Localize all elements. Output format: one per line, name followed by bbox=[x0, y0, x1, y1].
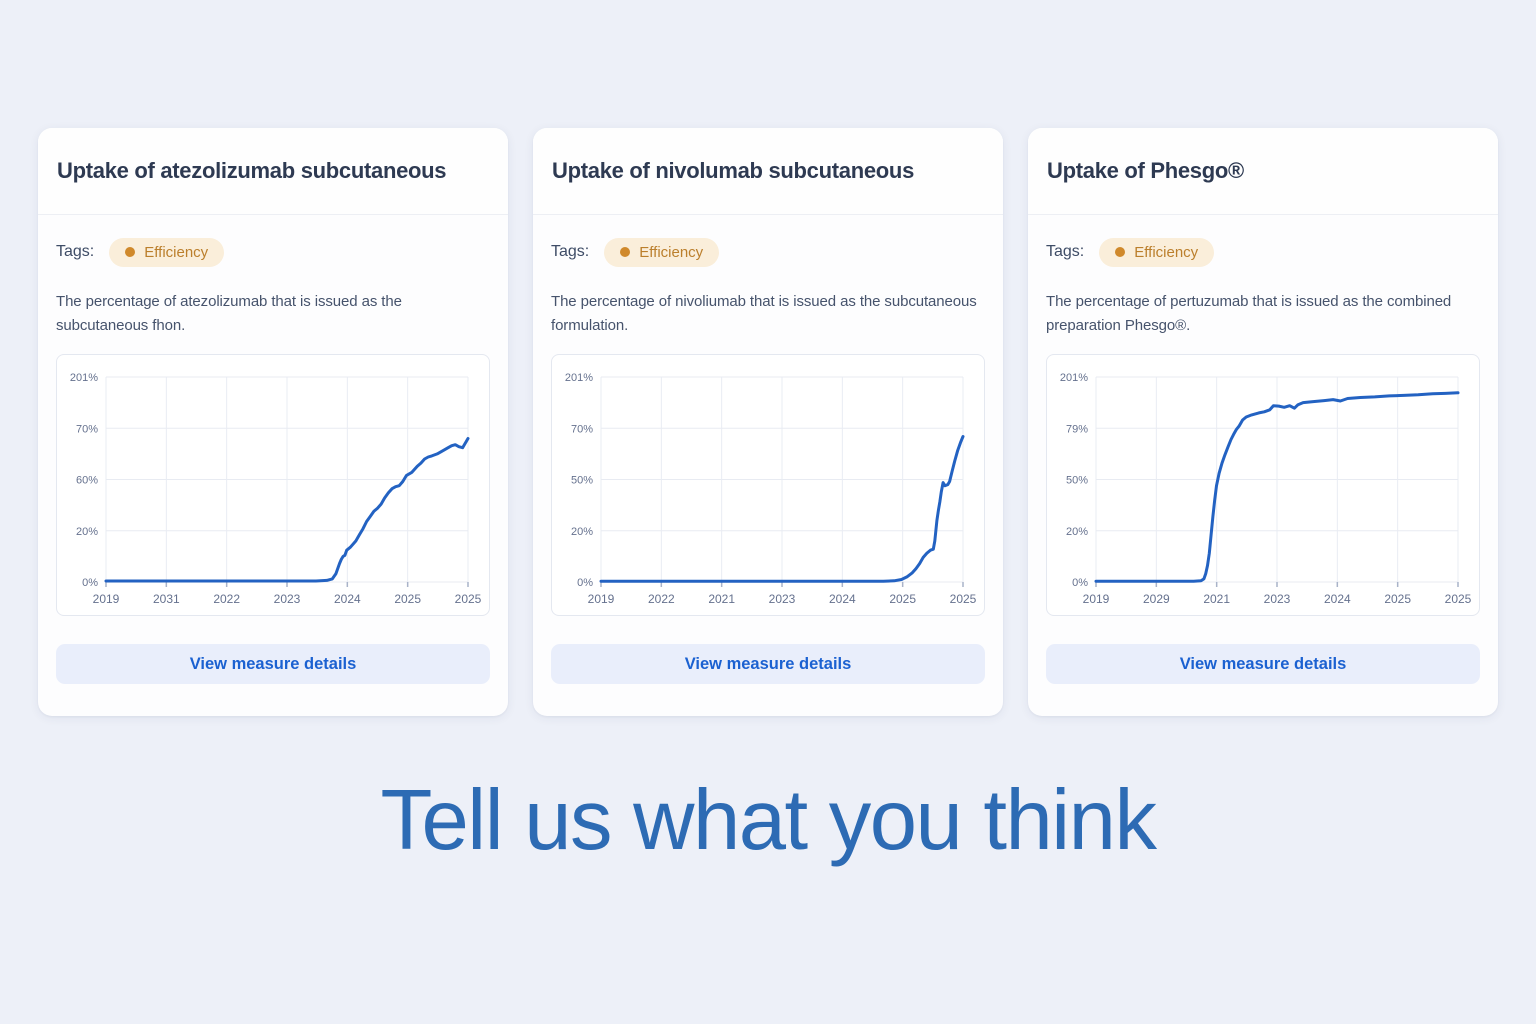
card-body: Tags: Efficiency The percentage of nivol… bbox=[533, 237, 1003, 684]
svg-text:0%: 0% bbox=[82, 577, 98, 589]
svg-text:2024: 2024 bbox=[334, 592, 361, 606]
view-measure-details-button[interactable]: View measure details bbox=[1046, 644, 1480, 684]
view-measure-details-button[interactable]: View measure details bbox=[56, 644, 490, 684]
tag-label: Efficiency bbox=[144, 243, 209, 261]
svg-text:2023: 2023 bbox=[769, 592, 796, 606]
chart-container: 201% 70% 50% 20% 0% 2019 2022 2021 2023 2024 2025 2… bbox=[551, 354, 985, 616]
tags-row: Tags: Efficiency bbox=[56, 237, 490, 267]
tag-efficiency[interactable]: Efficiency bbox=[604, 237, 720, 267]
tag-dot-icon bbox=[1115, 247, 1126, 257]
svg-text:2025: 2025 bbox=[889, 592, 916, 606]
view-measure-details-button[interactable]: View measure details bbox=[551, 644, 985, 684]
svg-text:0%: 0% bbox=[577, 577, 593, 589]
svg-text:2024: 2024 bbox=[829, 592, 856, 606]
svg-text:2031: 2031 bbox=[153, 592, 180, 606]
svg-text:20%: 20% bbox=[1066, 526, 1088, 538]
card-header: Uptake of atezolizumab subcutaneous bbox=[38, 128, 508, 215]
svg-text:2025: 2025 bbox=[455, 592, 482, 606]
tag-label: Efficiency bbox=[639, 243, 704, 261]
svg-text:201%: 201% bbox=[565, 372, 593, 384]
tags-row: Tags: Efficiency bbox=[551, 237, 985, 267]
svg-text:20%: 20% bbox=[76, 526, 98, 538]
svg-text:2025: 2025 bbox=[1384, 592, 1411, 606]
card-header: Uptake of Phesgo® bbox=[1028, 128, 1498, 215]
card-body: Tags: Efficiency The percentage of atezo… bbox=[38, 237, 508, 684]
svg-text:60%: 60% bbox=[76, 475, 98, 487]
svg-text:2023: 2023 bbox=[274, 592, 301, 606]
svg-text:2023: 2023 bbox=[1264, 592, 1291, 606]
svg-text:50%: 50% bbox=[1066, 475, 1088, 487]
svg-text:2021: 2021 bbox=[1203, 592, 1230, 606]
chart-container: 201% 79% 50% 20% 0% 2019 2029 2021 2023 2024 2025 2… bbox=[1046, 354, 1480, 616]
tag-dot-icon bbox=[620, 247, 631, 257]
feedback-headline: Tell us what you think bbox=[380, 773, 1157, 868]
measure-title: Uptake of Phesgo® bbox=[1047, 158, 1244, 183]
tags-label: Tags: bbox=[551, 243, 590, 260]
tags-row: Tags: Efficiency bbox=[1046, 237, 1480, 267]
tag-dot-icon bbox=[125, 247, 136, 257]
svg-text:2025: 2025 bbox=[1445, 592, 1472, 606]
tags-label: Tags: bbox=[1046, 243, 1085, 260]
svg-text:20%: 20% bbox=[571, 526, 593, 538]
card-body: Tags: Efficiency The percentage of pertu… bbox=[1028, 237, 1498, 684]
svg-text:201%: 201% bbox=[70, 372, 98, 384]
measure-cards-row: Uptake of atezolizumab subcutaneous Tags… bbox=[38, 128, 1498, 716]
svg-text:70%: 70% bbox=[571, 423, 593, 435]
uptake-line-chart: 201% 79% 50% 20% 0% 2019 2029 2021 2023 2024 2025 2… bbox=[1060, 372, 1472, 606]
measure-title: Uptake of atezolizumab subcutaneous bbox=[57, 158, 447, 183]
svg-text:2024: 2024 bbox=[1324, 592, 1351, 606]
svg-text:2019: 2019 bbox=[93, 592, 120, 606]
tags-label: Tags: bbox=[56, 243, 95, 260]
svg-text:79%: 79% bbox=[1066, 423, 1088, 435]
svg-text:2019: 2019 bbox=[1083, 592, 1110, 606]
measure-description: The percentage of nivoliumab that is iss… bbox=[551, 293, 977, 334]
svg-text:50%: 50% bbox=[571, 475, 593, 487]
measure-description: The percentage of atezolizumab that is i… bbox=[56, 293, 402, 334]
svg-text:201%: 201% bbox=[1060, 372, 1088, 384]
chart-container: 201% 70% 60% 20% 0% 2019 2031 2022 2023 2024 2025 2… bbox=[56, 354, 490, 616]
measure-card-phesgo: Uptake of Phesgo® Tags: Efficiency The p… bbox=[1028, 128, 1498, 716]
tag-label: Efficiency bbox=[1134, 243, 1199, 261]
uptake-line-chart: 201% 70% 50% 20% 0% 2019 2022 2021 2023 2024 2025 2… bbox=[565, 372, 977, 606]
measure-card-atezolizumab: Uptake of atezolizumab subcutaneous Tags… bbox=[38, 128, 508, 716]
svg-text:0%: 0% bbox=[1072, 577, 1088, 589]
measure-card-nivolumab: Uptake of nivolumab subcutaneous Tags: E… bbox=[533, 128, 1003, 716]
svg-text:2029: 2029 bbox=[1143, 592, 1170, 606]
tag-efficiency[interactable]: Efficiency bbox=[109, 237, 225, 267]
uptake-line-chart: 201% 70% 60% 20% 0% 2019 2031 2022 2023 2024 2025 2… bbox=[70, 372, 482, 606]
svg-text:70%: 70% bbox=[76, 423, 98, 435]
svg-text:2022: 2022 bbox=[213, 592, 240, 606]
measure-description: The percentage of pertuzumab that is iss… bbox=[1046, 293, 1452, 334]
measure-title: Uptake of nivolumab subcutaneous bbox=[552, 158, 915, 183]
card-header: Uptake of nivolumab subcutaneous bbox=[533, 128, 1003, 215]
svg-text:2022: 2022 bbox=[648, 592, 675, 606]
svg-text:2019: 2019 bbox=[588, 592, 615, 606]
tag-efficiency[interactable]: Efficiency bbox=[1099, 237, 1215, 267]
svg-text:2025: 2025 bbox=[394, 592, 421, 606]
svg-text:2025: 2025 bbox=[950, 592, 977, 606]
svg-text:2021: 2021 bbox=[708, 592, 735, 606]
